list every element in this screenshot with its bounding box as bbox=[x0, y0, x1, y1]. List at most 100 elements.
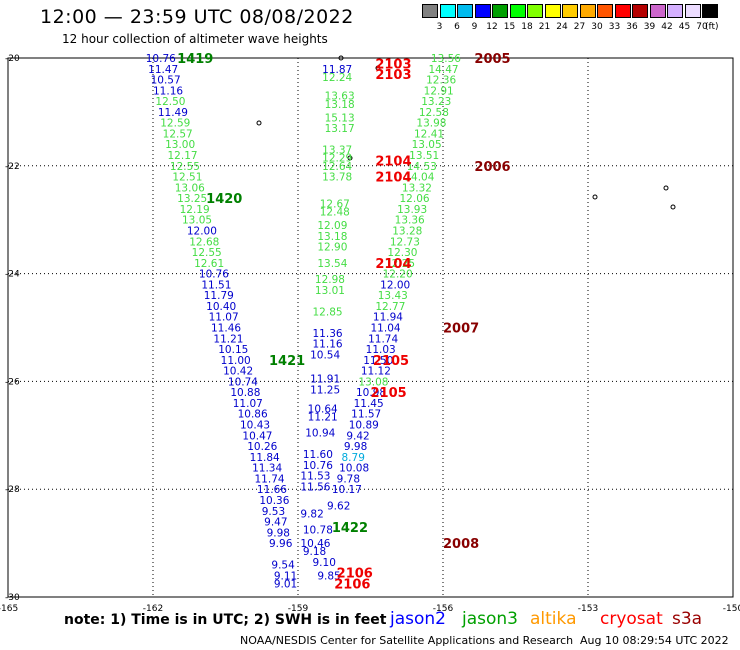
legend-swatch bbox=[544, 4, 561, 18]
legend-swatch bbox=[579, 4, 596, 18]
wave-height-value: 12.55 bbox=[170, 161, 200, 173]
mission-s3a: s3a bbox=[672, 609, 703, 629]
wave-height-value: 13.01 bbox=[315, 285, 345, 297]
pass-number-label: 2104 bbox=[375, 171, 411, 186]
x-tick-label: -165 bbox=[0, 604, 18, 614]
legend-swatch bbox=[509, 4, 526, 18]
wave-height-value: 9.62 bbox=[327, 500, 350, 512]
wave-height-value: 10.47 bbox=[242, 430, 272, 442]
wave-height-value: 10.74 bbox=[228, 376, 258, 388]
legend-label: 6 bbox=[454, 22, 460, 32]
wave-height-value: 11.03 bbox=[366, 344, 396, 356]
wave-height-value: 11.46 bbox=[211, 323, 241, 335]
wave-height-value: 12.48 bbox=[320, 207, 350, 219]
pass-number-label: 2105 bbox=[371, 386, 407, 401]
wave-height-value: 12.00 bbox=[187, 225, 217, 237]
wave-height-value: 11.49 bbox=[158, 107, 188, 119]
wave-height-value: 13.17 bbox=[325, 123, 355, 135]
pass-number-label: 2005 bbox=[474, 52, 510, 67]
wave-height-value: 11.74 bbox=[255, 473, 285, 485]
wave-height-value: 10.57 bbox=[151, 75, 181, 87]
timestamp: Aug 10 08:29:54 UTC 2022 bbox=[580, 634, 729, 647]
pass-number-label: 2104 bbox=[375, 257, 411, 272]
island-marker bbox=[663, 185, 669, 191]
legend-swatch bbox=[527, 4, 543, 18]
x-tick-label: -150 bbox=[723, 604, 740, 614]
wave-height-value: 9.53 bbox=[262, 506, 285, 518]
mission-jason2: jason2 bbox=[390, 609, 446, 629]
wave-height-value: 12.17 bbox=[168, 150, 198, 162]
legend-label: 33 bbox=[608, 22, 621, 32]
legend-swatch bbox=[562, 4, 578, 18]
legend-label: 30 bbox=[591, 22, 603, 32]
wave-height-value: 11.00 bbox=[221, 355, 251, 367]
wave-height-value: 10.42 bbox=[223, 366, 253, 378]
wave-height-value: 10.08 bbox=[339, 463, 369, 475]
wave-height-value: 12.73 bbox=[390, 236, 420, 248]
legend-label: 21 bbox=[538, 22, 551, 32]
wave-height-value: 12.57 bbox=[163, 128, 193, 140]
wave-height-value: 11.57 bbox=[351, 409, 381, 421]
wave-height-value: 15.13 bbox=[325, 112, 355, 124]
legend-swatch bbox=[474, 4, 491, 18]
credit-text: NOAA/NESDIS Center for Satellite Applica… bbox=[240, 634, 574, 647]
wave-height-value: 12.64 bbox=[322, 161, 352, 173]
wave-height-value: 14.53 bbox=[407, 161, 437, 173]
wave-height-value: 11.21 bbox=[308, 411, 338, 423]
wave-height-value: 13.56 bbox=[431, 53, 461, 65]
wave-height-value: 11.07 bbox=[233, 398, 263, 410]
wave-height-value: 12.36 bbox=[426, 75, 456, 87]
wave-height-value: 11.47 bbox=[148, 64, 178, 76]
wave-height-value: 13.06 bbox=[175, 182, 205, 194]
wave-height-value: 10.26 bbox=[247, 441, 277, 453]
wave-height-value: 12.90 bbox=[317, 242, 347, 254]
wave-height-value: 12.41 bbox=[414, 128, 444, 140]
wave-height-value: 10.43 bbox=[240, 420, 270, 432]
wave-height-value: 10.40 bbox=[206, 301, 236, 313]
wave-height-value: 9.47 bbox=[264, 517, 287, 529]
legend-swatch bbox=[649, 4, 666, 18]
pass-number-label: 2007 bbox=[443, 322, 479, 337]
page-subtitle: 12 hour collection of altimeter wave hei… bbox=[62, 32, 328, 46]
wave-height-value: 13.36 bbox=[395, 215, 425, 227]
footer-note: note: 1) Time is in UTC; 2) SWH is in fe… bbox=[64, 612, 387, 628]
legend-label: 36 bbox=[626, 22, 638, 32]
wave-height-value: 12.29 bbox=[322, 153, 352, 165]
wave-height-value: 13.05 bbox=[182, 215, 212, 227]
x-tick-label: -156 bbox=[433, 604, 454, 614]
wave-height-value: 11.16 bbox=[153, 85, 183, 97]
wave-height-value: 10.15 bbox=[218, 344, 248, 356]
pass-number-label: 1419 bbox=[177, 52, 213, 67]
wave-height-value: 13.08 bbox=[358, 376, 388, 388]
wave-height-value: 14.04 bbox=[404, 172, 434, 184]
island-marker bbox=[347, 155, 353, 161]
wave-height-value: 11.04 bbox=[371, 323, 401, 335]
wave-height-value: 13.43 bbox=[378, 290, 408, 302]
legend-swatch bbox=[439, 4, 456, 18]
wave-height-value: 10.36 bbox=[259, 495, 289, 507]
wave-height-value: 12.24 bbox=[322, 72, 352, 84]
wave-height-value: 13.37 bbox=[322, 145, 352, 157]
wave-height-value: 11.87 bbox=[322, 64, 352, 76]
wave-height-value: 13.00 bbox=[165, 139, 195, 151]
y-tick-label: -22 bbox=[5, 162, 20, 172]
wave-height-value: 9.85 bbox=[317, 570, 340, 582]
plot-frame bbox=[7, 57, 734, 598]
wave-height-value: 11.07 bbox=[209, 312, 239, 324]
wave-height-value: 12.09 bbox=[317, 220, 347, 232]
pass-number-label: 2103 bbox=[375, 57, 411, 72]
wave-height-value: 11.53 bbox=[300, 471, 330, 483]
wave-height-value: 12.91 bbox=[424, 85, 454, 97]
island-marker bbox=[375, 65, 381, 71]
wave-height-value: 9.98 bbox=[344, 441, 367, 453]
wave-height-value: 10.76 bbox=[146, 53, 176, 65]
legend-swatch bbox=[597, 4, 613, 18]
wave-height-value: 12.06 bbox=[400, 193, 430, 205]
pass-number-label: 1421 bbox=[269, 354, 305, 369]
wave-height-value: 11.50 bbox=[363, 355, 393, 367]
wave-height-value: 11.56 bbox=[300, 482, 330, 494]
wave-height-value: 13.25 bbox=[177, 193, 207, 205]
legend-label: 18 bbox=[521, 22, 533, 32]
wave-height-value: 13.23 bbox=[421, 96, 451, 108]
